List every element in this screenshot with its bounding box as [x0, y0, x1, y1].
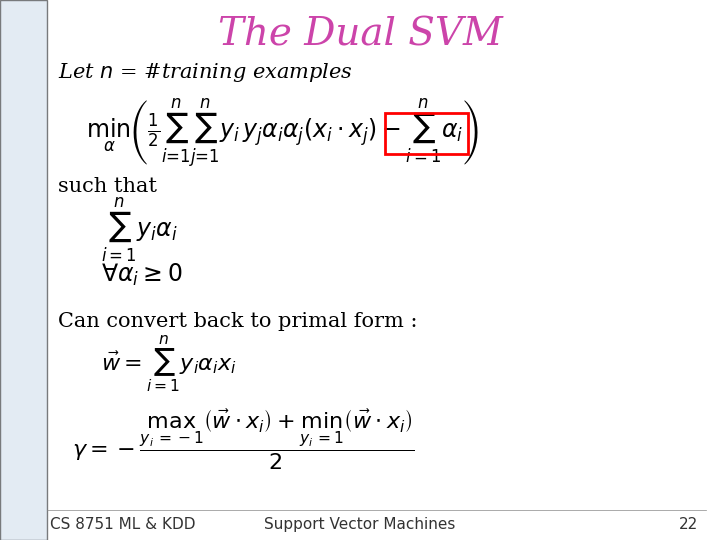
Text: 22: 22	[679, 517, 698, 532]
Text: $\vec{w} = \sum_{i=1}^{n} y_i \alpha_i x_i$: $\vec{w} = \sum_{i=1}^{n} y_i \alpha_i x…	[101, 334, 237, 395]
Text: $\gamma = -\dfrac{\max_{y_i=-1}\left(\vec{w} \cdot x_i\right) + \min_{y_i=1}\lef: $\gamma = -\dfrac{\max_{y_i=-1}\left(\ve…	[72, 408, 415, 472]
Text: CS 8751 ML & KDD: CS 8751 ML & KDD	[50, 517, 196, 532]
Text: Can convert back to primal form :: Can convert back to primal form :	[58, 312, 417, 331]
Text: The Dual SVM: The Dual SVM	[217, 17, 503, 53]
Text: $\forall \alpha_i \geq 0$: $\forall \alpha_i \geq 0$	[101, 262, 182, 288]
Text: $\min_{\alpha}\left(\frac{1}{2}\sum_{i=1}^{n}\sum_{j=1}^{n} y_i y_j \alpha_i \al: $\min_{\alpha}\left(\frac{1}{2}\sum_{i=1…	[86, 96, 480, 168]
FancyBboxPatch shape	[0, 0, 47, 540]
Bar	[385, 113, 468, 154]
Text: such that: such that	[58, 177, 157, 196]
Text: Let $n$ = #training examples: Let $n$ = #training examples	[58, 62, 353, 84]
Text: Support Vector Machines: Support Vector Machines	[264, 517, 456, 532]
Text: $\sum_{i=1}^{n} y_i \alpha_i$: $\sum_{i=1}^{n} y_i \alpha_i$	[101, 195, 178, 264]
